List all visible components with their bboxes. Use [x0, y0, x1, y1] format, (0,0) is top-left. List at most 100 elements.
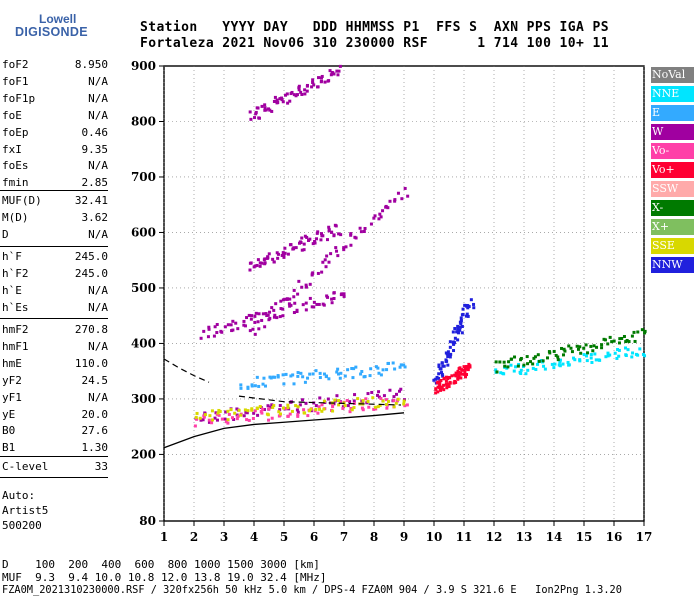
echo-point-w: [213, 416, 217, 420]
echo-point-e: [308, 372, 312, 376]
echo-point-nne: [552, 366, 556, 370]
echo-point-nnw: [440, 373, 444, 377]
echo-point-e: [385, 368, 389, 372]
x-tick-label: 2: [190, 530, 198, 544]
echo-point-w: [282, 254, 286, 258]
echo-point-w: [310, 272, 314, 276]
echo-point-nnw: [460, 331, 464, 335]
echo-point-nnw: [448, 345, 452, 349]
echo-point-w: [281, 100, 285, 104]
echo-point-nne: [526, 368, 530, 372]
profile-trace-dashed: [238, 395, 402, 406]
echo-point-w: [249, 317, 253, 321]
echo-point-nne: [624, 353, 628, 357]
echo-point-w: [201, 418, 205, 422]
legend-item-x-: X+: [651, 219, 694, 235]
echo-point-vo: [442, 376, 446, 380]
echo-point-w: [273, 95, 277, 99]
echo-point-nnw: [466, 314, 470, 318]
echo-point-e: [368, 374, 372, 378]
echo-point-w: [206, 335, 210, 339]
echo-point-sse: [394, 401, 398, 405]
echo-point-x: [595, 345, 599, 349]
echo-point-vo: [210, 421, 214, 425]
param-row-params_group1-1: foF1 N/A: [2, 75, 108, 91]
echo-point-w: [249, 117, 253, 121]
x-tick-label: 13: [516, 530, 533, 544]
echo-point-e: [273, 375, 277, 379]
profile-trace-dashed: [163, 358, 210, 383]
echo-point-nnw: [460, 325, 464, 329]
echo-point-w: [297, 84, 301, 88]
echo-point-w: [256, 320, 260, 324]
echo-point-sse: [378, 403, 382, 407]
echo-point-w: [260, 261, 264, 265]
echo-point-w: [288, 243, 292, 247]
echo-point-w: [359, 230, 363, 234]
echo-point-nnw: [444, 359, 448, 363]
echo-point-w: [319, 80, 323, 84]
echo-point-w: [274, 99, 278, 103]
echo-point-x: [612, 339, 616, 343]
echo-point-w: [292, 288, 296, 292]
echo-point-w: [311, 78, 315, 82]
echo-point-nnw: [440, 361, 444, 365]
echo-point-w: [248, 329, 252, 333]
echo-point-w: [304, 301, 308, 305]
echo-point-w: [330, 230, 334, 234]
param-key: B1: [2, 441, 16, 455]
echo-point-w: [270, 403, 274, 407]
echo-point-w: [321, 234, 325, 238]
echo-point-sse: [255, 406, 259, 410]
param-value: 245.0: [74, 266, 108, 280]
echo-point-w: [331, 71, 335, 75]
echo-point-w: [317, 76, 321, 80]
echo-point-e: [343, 374, 347, 378]
separator-line: [0, 477, 108, 478]
echo-point-w: [266, 404, 270, 408]
echo-point-sse: [281, 406, 285, 410]
echo-point-vo: [464, 375, 468, 379]
header-labels: Station YYYY DAY DDD HHMMSS P1 FFS S AXN…: [140, 20, 609, 35]
echo-point-w: [303, 92, 307, 96]
echo-point-w: [310, 85, 314, 89]
echo-point-nnw: [459, 322, 463, 326]
x-tick-label: 9: [400, 530, 408, 544]
echo-point-w: [279, 97, 283, 101]
echo-point-w: [266, 313, 270, 317]
echo-point-w: [346, 404, 350, 408]
echo-point-w: [319, 238, 323, 242]
echo-point-w: [329, 73, 333, 77]
echo-point-w: [229, 323, 233, 327]
echo-point-x: [592, 344, 596, 348]
echo-point-nne: [553, 362, 557, 366]
echo-point-e: [257, 384, 261, 388]
echo-point-vo: [457, 374, 461, 378]
echo-point-w: [275, 251, 279, 255]
echo-point-nne: [509, 363, 513, 367]
echo-point-w: [325, 238, 329, 242]
echo-point-x: [509, 357, 513, 361]
echo-point-w: [286, 101, 290, 105]
param-value: 110.0: [74, 356, 108, 370]
echo-point-w: [263, 325, 267, 329]
echo-point-w: [283, 251, 287, 255]
echo-point-w: [318, 396, 322, 400]
echo-point-w: [295, 310, 299, 314]
echo-point-sse: [366, 399, 370, 403]
echo-point-w: [245, 411, 249, 415]
echo-point-vo: [439, 386, 443, 390]
echo-point-nnw: [437, 365, 441, 369]
echo-point-sse: [296, 405, 300, 409]
echo-point-vo: [245, 418, 249, 422]
echo-point-x: [516, 364, 520, 368]
echo-point-w: [232, 417, 236, 421]
echo-point-x: [618, 337, 622, 341]
echo-point-x: [624, 340, 628, 344]
echo-point-e: [351, 376, 355, 380]
echo-point-w: [289, 92, 293, 96]
echo-point-sse: [250, 408, 254, 412]
echo-point-w: [312, 305, 316, 309]
echo-point-w: [292, 93, 296, 97]
param-value: N/A: [88, 227, 108, 241]
